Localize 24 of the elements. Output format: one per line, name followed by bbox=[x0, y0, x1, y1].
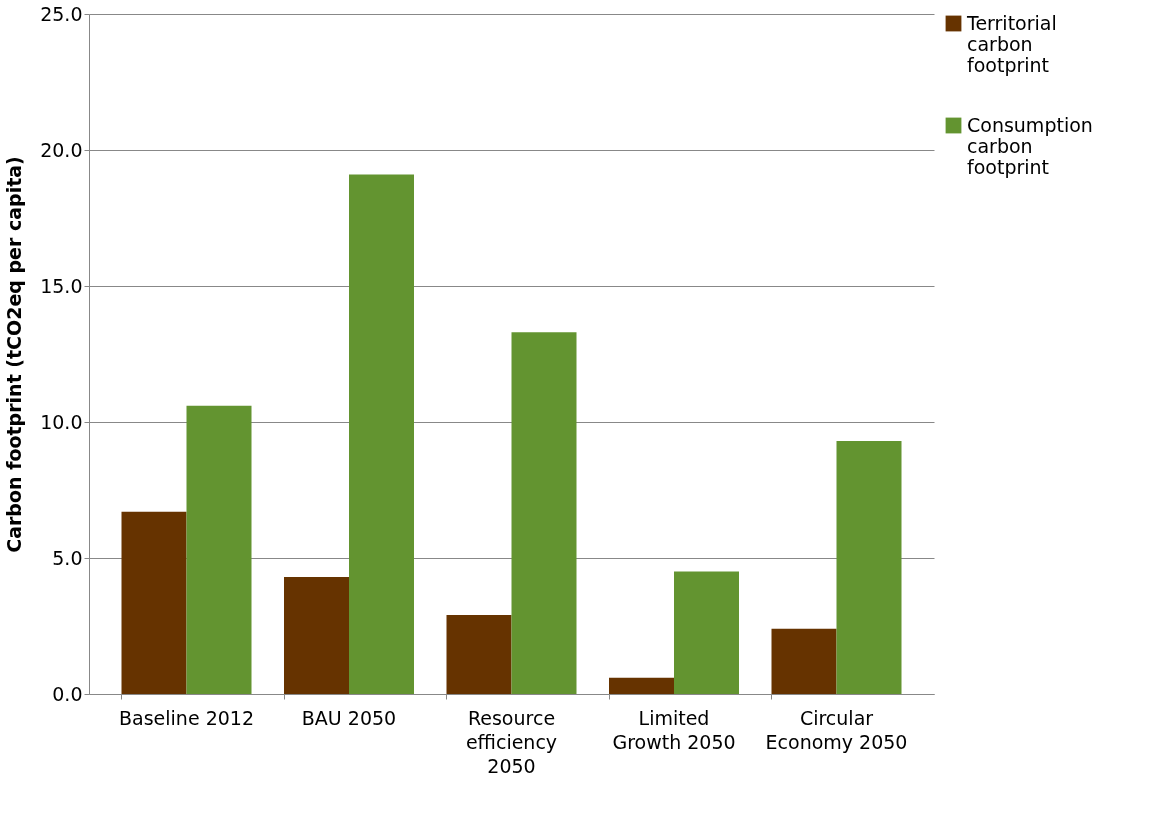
bar bbox=[284, 577, 349, 694]
legend-label: Consumption carbon footprint bbox=[967, 113, 1093, 178]
y-tick-label: 5.0 bbox=[52, 546, 83, 569]
bar bbox=[349, 174, 414, 694]
y-tick-label: 25.0 bbox=[40, 2, 83, 25]
bar bbox=[446, 615, 512, 694]
x-tick-label: Baseline 2012 bbox=[119, 706, 254, 729]
y-tick-label: 10.0 bbox=[40, 410, 83, 433]
y-tick-label: 15.0 bbox=[40, 274, 83, 297]
y-axis-title: Carbon footprint (tCO2eq per capita) bbox=[3, 156, 26, 553]
x-tick-label: Resource efficiency 2050 bbox=[465, 706, 558, 777]
bar bbox=[121, 511, 187, 694]
x-tick-label: Circular Economy 2050 bbox=[765, 706, 908, 753]
bar bbox=[609, 677, 674, 694]
bar bbox=[836, 441, 902, 694]
y-tick-label: 20.0 bbox=[40, 138, 83, 161]
y-tick-label: 0.0 bbox=[52, 682, 83, 705]
bar bbox=[771, 628, 837, 694]
legend-label: Territorial carbon footprint bbox=[966, 11, 1057, 76]
x-tick-label: Limited Growth 2050 bbox=[612, 706, 736, 753]
bar bbox=[186, 405, 252, 694]
bar bbox=[674, 571, 739, 694]
bar bbox=[511, 332, 577, 694]
x-tick-label: BAU 2050 bbox=[301, 706, 397, 729]
